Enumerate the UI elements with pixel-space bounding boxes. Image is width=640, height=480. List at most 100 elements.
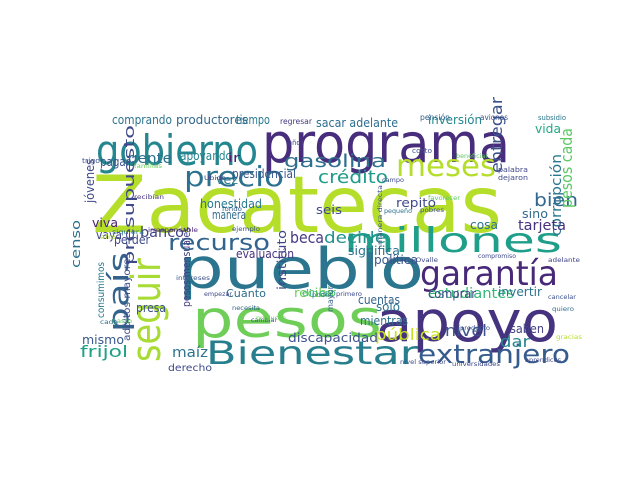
word-aviones: aviones [480,113,508,122]
word-beneficiar: beneficiar [456,153,489,160]
word-zacatecas: Zacatecas [92,161,502,251]
word-gracias: gracias [556,334,582,341]
word-presa: presa [136,301,166,315]
word-invertir: invertir [498,285,542,299]
word-universidades: universidades [452,361,500,368]
word-poder: poder [312,292,333,299]
word-pensión: pensión [420,112,450,122]
word-compromiso: compromiso [478,253,516,260]
word-pesos-mensuales: pesos mensuales [180,227,193,307]
word-pesos-cada: pesos cada [557,128,576,208]
word-familias: familias [134,163,162,170]
word-honestidad: honestidad [200,197,262,211]
word-pobres: pobres [420,207,444,214]
word-primero: primero [336,291,362,298]
word-gente: gente [128,151,172,167]
word-frijol: frijol [80,342,128,361]
word-presidencial: presidencial [232,167,296,181]
word-costo: costo [412,147,432,155]
word-mismo: mismo [82,333,124,347]
word-manera-directa: manera directa [377,185,384,245]
word-millones: millones [344,221,562,261]
word-derecho: derecho [168,363,212,374]
word-sacar-adelante: sacar adelante [316,116,398,130]
word-nivel-superior: nivel superior [400,359,447,366]
word-tarjeta: tarjeta [518,218,566,234]
word-siquiera: siquiera [112,229,144,236]
word-bienestar: Bienestar [206,334,419,372]
word-productores: productores [176,113,248,127]
word-comprando: comprando [112,113,172,127]
word-viva: viva [92,216,118,230]
word-gasolina: gasolina [284,151,386,172]
word-significa: significa [348,244,400,258]
word-quiero: quiero [552,306,574,313]
word-meses: meses [396,149,496,184]
word-evaluación: evaluación [236,247,294,261]
word-solo: solo [376,300,400,314]
word-instituto: instituto [275,230,289,290]
word-dinero: dinero [302,289,337,299]
word-extranjero: extranjero [418,340,570,370]
word-bien: bien [534,190,578,211]
word-apoyando: apoyando [180,149,232,163]
word-tiempo: tiempo [236,113,270,127]
word-irresponsable: irresponsable [148,227,198,234]
word-vez: vez [216,173,238,187]
word-apoyo: apoyo [376,290,558,355]
word-pública: pública [375,325,441,344]
word-favorecer: favorecer [428,195,461,202]
word-palabra: palabra [498,166,528,174]
word-gobierno: gobierno [96,126,258,175]
word-regresar: regresar [280,117,313,126]
word-consumimos: consumimos [96,262,107,318]
word-cambiar: cambiar [251,317,278,324]
word-producto: producto [460,325,490,332]
word-país: país [102,252,135,332]
word-vida: vida [535,122,561,136]
word-empezar: empezar [204,291,233,298]
word-subsidio: subsidio [538,114,566,122]
word-cancelar: cancelar [548,294,577,301]
word-cada: cada [100,319,118,326]
word-dar: dar [500,332,530,351]
word-crédito: crédito [318,167,388,188]
word-decirle: decirle [324,228,386,247]
word-comprar: comprar [428,287,476,301]
word-gasto: gasto [112,318,132,325]
word-banco: banco [140,225,184,241]
word-pesos: pesos [192,290,382,350]
word-mayor: mayor [326,285,335,312]
word-censo: censo [69,220,83,268]
word-años: años [288,139,304,147]
word-discapacidad: discapacidad [288,331,378,345]
word-adelante: adelante [548,257,580,264]
word-necesita: necesita [232,305,260,312]
word-pequeño: pequeño [384,208,412,215]
word-sino: sino [522,207,548,221]
word-saben: saben [510,322,544,336]
word-repito: repito [396,196,436,210]
word-campo: campo [382,177,404,184]
word-política: política [374,253,418,267]
word-cuánto: Cuánto [226,287,266,300]
word-vaya: vaya [96,228,122,242]
word-intereses: intereses [176,275,210,282]
word-cosa: cosa [470,218,498,232]
word-perder: perder [114,233,150,247]
word-inversión: inversión [428,113,482,127]
word-aprendices: aprendices [525,357,561,364]
word-ignacio-ovalle: Ignacio Ovalle [388,257,438,264]
word-pagar: pagar [100,155,130,169]
word-cuentas: cuentas [358,293,400,307]
word-afro: afro [100,234,116,241]
word-garantía: garantía [420,254,558,294]
word-recibían: recibían [134,194,164,201]
word-beca: beca [290,228,324,247]
word-nivel: nivel [445,321,487,340]
word-entregar: entregar [487,97,506,173]
word-programa: programa [262,112,510,175]
word-adultos-mayores: adultos mayores [122,253,133,341]
